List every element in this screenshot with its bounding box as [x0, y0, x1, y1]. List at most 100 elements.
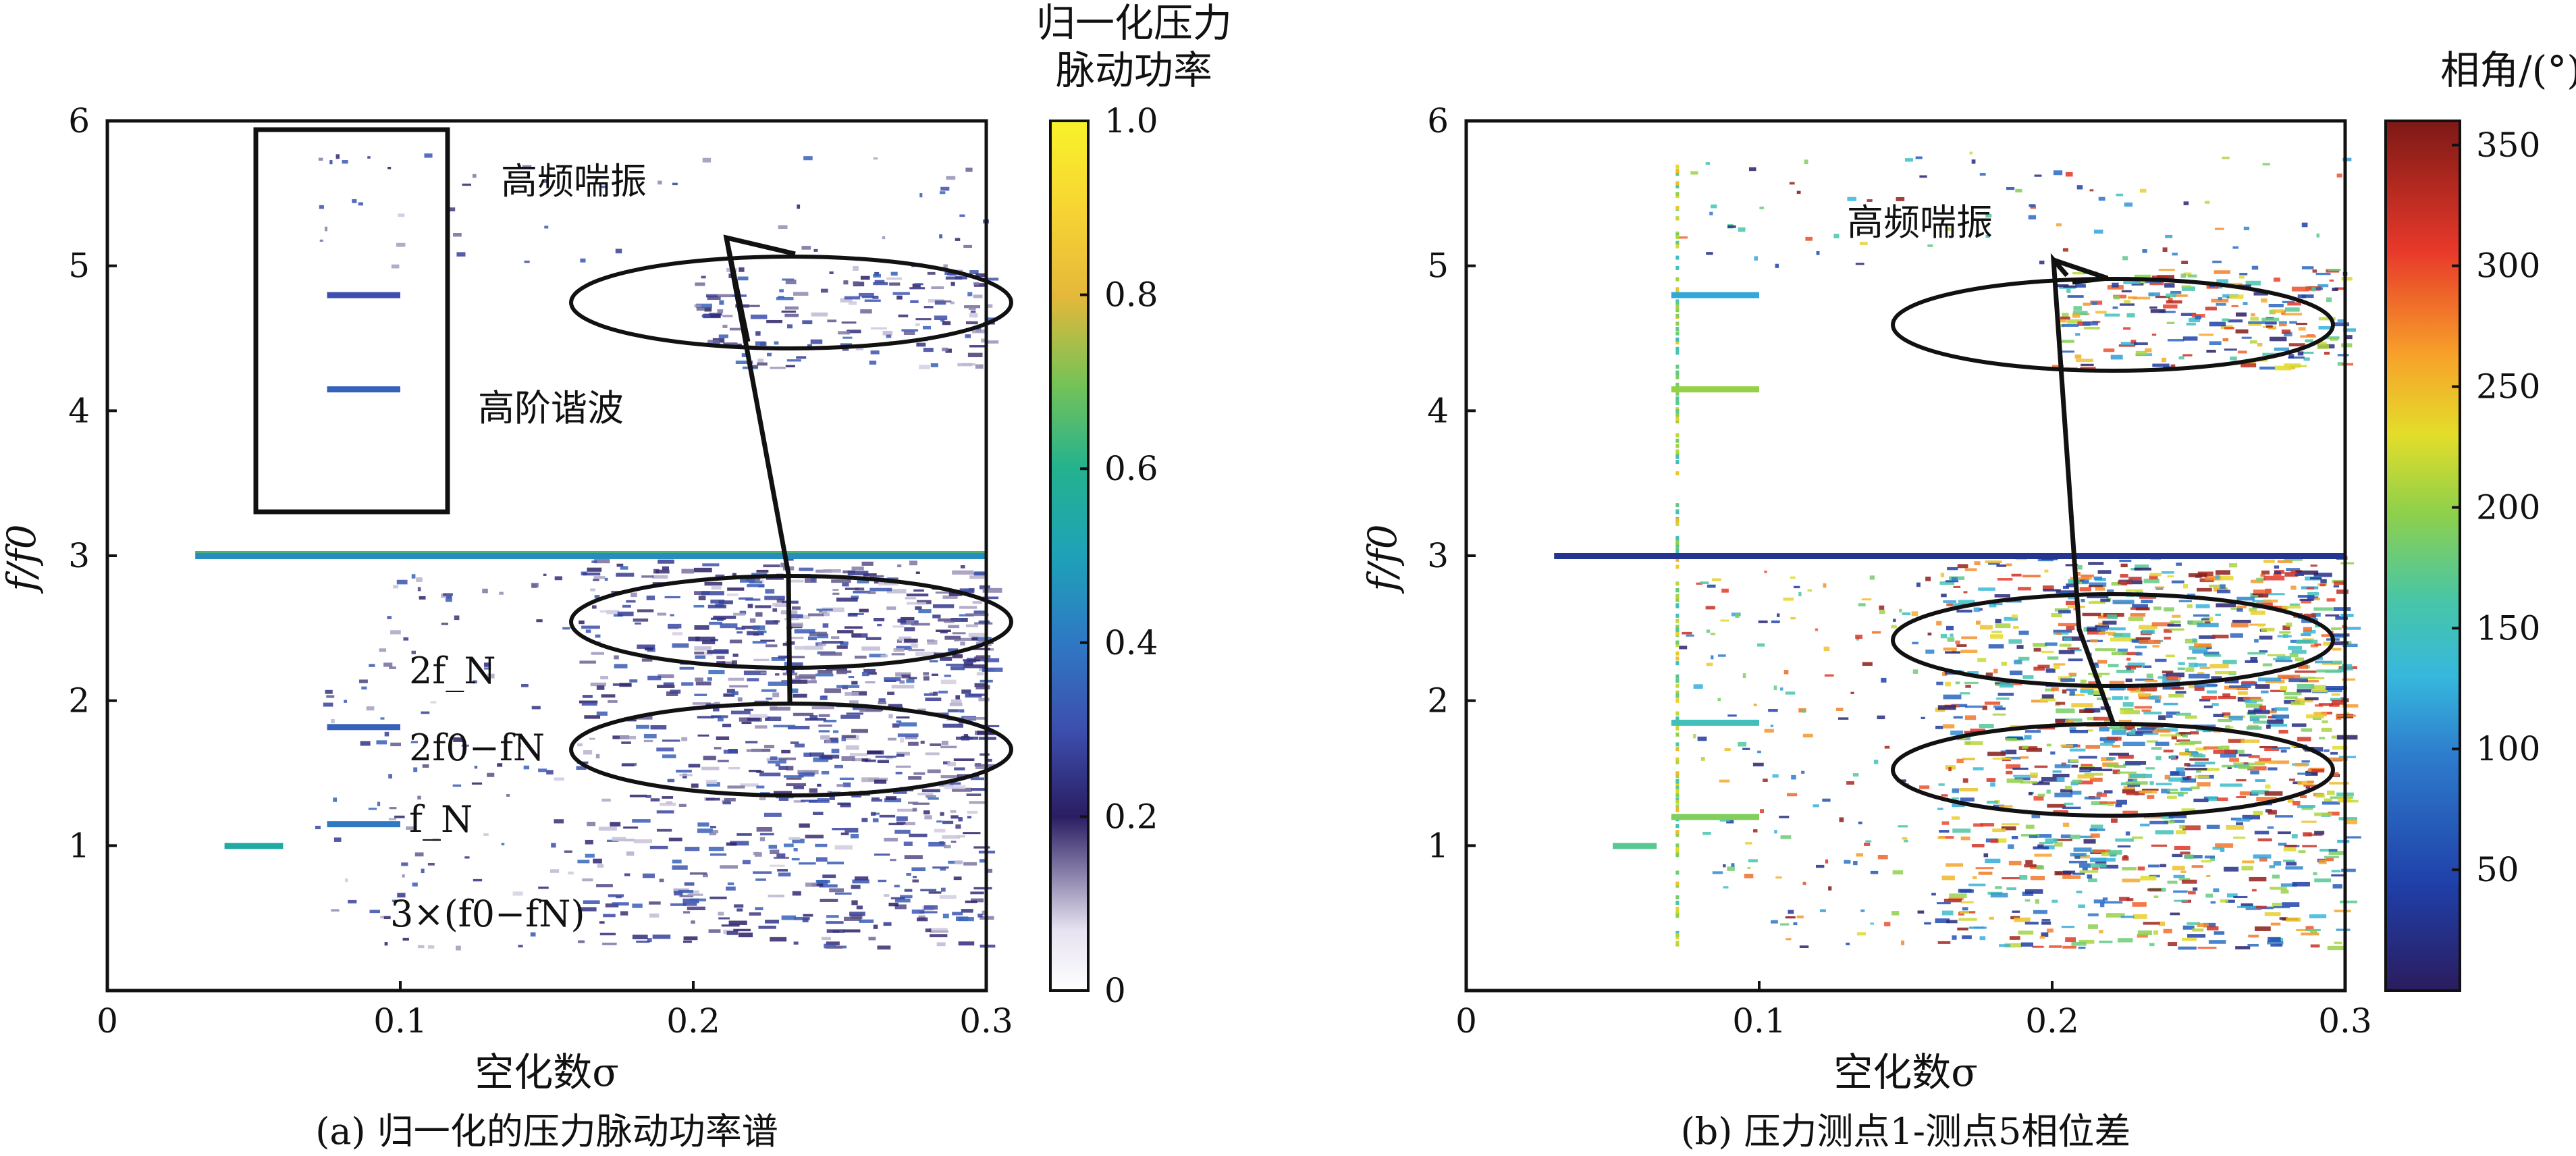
data-point — [973, 887, 992, 890]
data-point — [765, 589, 775, 594]
data-point — [2065, 720, 2074, 723]
data-point — [2343, 328, 2356, 332]
data-point — [2255, 779, 2266, 782]
annotation-2f0-fN: 2f0−fN — [409, 727, 545, 769]
data-point — [2166, 791, 2188, 795]
data-point — [1675, 631, 1680, 636]
data-point — [915, 283, 923, 286]
data-point — [2337, 354, 2349, 357]
data-point — [2189, 662, 2198, 668]
data-point — [614, 664, 628, 668]
data-point — [851, 567, 864, 571]
data-point — [377, 802, 381, 806]
data-point — [2241, 336, 2252, 339]
data-point — [832, 730, 839, 733]
data-point — [732, 573, 736, 577]
data-point — [2125, 831, 2130, 836]
data-point — [2112, 306, 2118, 309]
data-point — [608, 894, 624, 897]
data-point — [2232, 619, 2251, 623]
x-tick-label: 0.1 — [1732, 1001, 1786, 1041]
data-point — [2056, 777, 2065, 782]
data-point — [2143, 711, 2162, 715]
data-point — [2203, 922, 2216, 928]
data-point — [2170, 912, 2180, 916]
data-point — [2052, 770, 2062, 773]
data-point — [2340, 613, 2354, 617]
highlight-ellipse — [1891, 722, 2335, 818]
data-point — [2127, 686, 2140, 691]
data-point — [2125, 678, 2132, 683]
data-point — [2253, 589, 2271, 594]
data-point — [602, 943, 617, 945]
data-point — [2054, 792, 2073, 797]
data-point — [2114, 633, 2131, 638]
data-point — [2002, 877, 2021, 880]
data-point — [2252, 593, 2269, 598]
data-point — [2195, 761, 2216, 765]
data-point — [2078, 904, 2085, 908]
data-point — [1779, 687, 1783, 691]
data-point — [906, 679, 915, 683]
data-point — [2224, 679, 2239, 684]
data-point — [820, 735, 830, 740]
data-point — [2081, 579, 2089, 584]
data-point — [2072, 311, 2088, 315]
data-point — [2303, 629, 2316, 634]
data-point — [2336, 717, 2342, 720]
data-point — [2006, 682, 2022, 685]
data-point — [776, 297, 794, 300]
data-point — [2334, 635, 2346, 639]
data-point — [2301, 760, 2310, 763]
data-point — [576, 766, 587, 770]
data-point — [785, 365, 795, 367]
data-point — [2022, 575, 2041, 578]
data-point — [741, 353, 747, 357]
feature-line — [1554, 553, 2345, 559]
data-point — [954, 767, 965, 770]
data-point — [1896, 196, 1905, 201]
data-point — [2129, 667, 2137, 670]
data-point — [585, 629, 591, 633]
data-point — [2168, 777, 2183, 782]
data-point — [804, 578, 817, 583]
data-point — [872, 818, 879, 822]
data-point — [963, 734, 969, 738]
data-point — [693, 604, 705, 608]
data-point — [384, 731, 390, 737]
data-point — [2301, 728, 2313, 732]
data-point — [929, 660, 938, 662]
data-point — [896, 816, 908, 821]
data-point — [2059, 643, 2072, 647]
data-point — [482, 588, 488, 594]
data-point — [1675, 391, 1680, 396]
data-point — [2178, 946, 2197, 950]
data-point — [882, 330, 893, 336]
feature-line — [1671, 292, 1759, 298]
data-point — [2311, 287, 2316, 292]
data-point — [730, 710, 751, 714]
data-point — [325, 689, 333, 694]
data-point — [2004, 616, 2018, 621]
data-point — [2264, 912, 2281, 916]
data-point — [2265, 784, 2271, 789]
data-point — [472, 174, 477, 178]
data-point — [679, 774, 693, 777]
data-point — [596, 711, 608, 716]
data-point — [2203, 746, 2220, 750]
data-point — [2168, 942, 2178, 947]
data-point — [2041, 650, 2054, 654]
data-point — [705, 703, 719, 706]
data-point — [1675, 460, 1680, 465]
data-point — [629, 679, 638, 683]
data-point — [1675, 471, 1680, 475]
data-point — [736, 908, 743, 912]
data-point — [2124, 202, 2133, 207]
data-point — [2247, 652, 2266, 655]
data-point — [2230, 633, 2243, 638]
data-point — [2167, 339, 2184, 342]
data-point — [603, 914, 616, 918]
data-point — [2218, 695, 2236, 700]
data-point — [2150, 309, 2166, 313]
data-point — [591, 605, 597, 609]
